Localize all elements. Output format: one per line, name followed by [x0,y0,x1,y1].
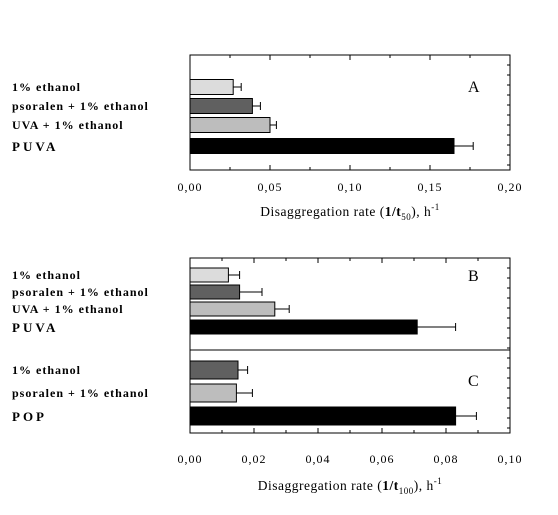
bar [189,284,241,300]
x-tick-label: 0,02 [242,452,267,466]
category-label: psoralen + 1% ethanol [12,99,149,113]
x-tick-label: 0,10 [498,452,523,466]
category-label: 1% ethanol [12,363,81,377]
bar [189,383,237,403]
bar [189,360,239,380]
x-axis-label: Disaggregation rate (1/t100), h-1 [258,476,442,496]
x-tick-label: 0,08 [434,452,459,466]
panel-label: B [468,268,479,285]
bar [189,138,455,154]
category-label: psoralen + 1% ethanol [12,285,149,299]
x-tick-label: 0,00 [178,180,203,194]
bar [189,267,229,283]
category-label: 1% ethanol [12,268,81,282]
x-tick-label: 0,00 [178,452,203,466]
x-tick-label: 0,10 [338,180,363,194]
category-label: UVA + 1% ethanol [12,118,124,132]
category-label: POP [12,409,47,424]
panel-label: C [468,373,479,390]
panel-label: A [468,79,480,96]
x-tick-label: 0,04 [306,452,331,466]
x-tick-label: 0,06 [370,452,395,466]
x-tick-label: 0,15 [418,180,443,194]
bar [189,79,234,95]
bar [189,301,276,317]
category-label: PUVA [12,320,58,335]
bar [189,406,457,426]
x-tick-label: 0,20 [498,180,523,194]
category-label: PUVA [12,139,58,154]
bar [189,319,418,335]
category-label: UVA + 1% ethanol [12,302,124,316]
x-tick-label: 0,05 [258,180,283,194]
category-label: psoralen + 1% ethanol [12,386,149,400]
bar [189,117,271,133]
bar [189,98,253,114]
category-label: 1% ethanol [12,80,81,94]
x-axis-label: Disaggregation rate (1/t50), h-1 [260,202,439,222]
